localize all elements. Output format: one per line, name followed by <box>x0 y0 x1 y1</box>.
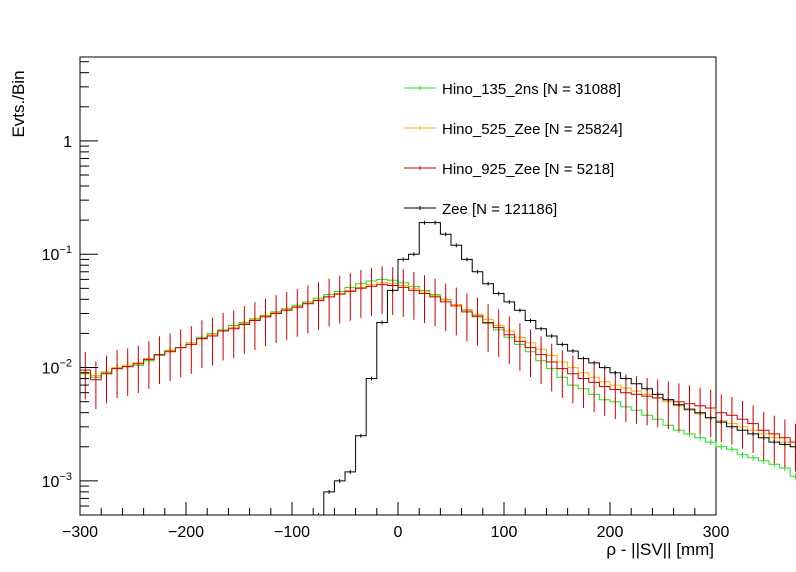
legend-label: Zee [N = 121186] <box>442 201 557 218</box>
legend-label: Hino_525_Zee [N = 25824] <box>442 121 623 138</box>
x-tick-label: 300 <box>703 524 730 541</box>
x-axis-title: ρ - ||SV|| [mm] <box>606 540 714 559</box>
x-tick-label: −100 <box>274 524 310 541</box>
y-axis-title: Evts./Bin <box>9 70 28 137</box>
legend-label: Hino_135_2ns [N = 31088] <box>442 81 621 98</box>
axes-layer: −300 −200 −100 0 100 200 300 10−3 10−2 10−1 1 <box>42 61 730 541</box>
y-tick-label: 10−2 <box>42 358 72 378</box>
legend: Hino_135_2ns [N = 31088] Hino_525_Zee [N … <box>404 81 623 218</box>
series-layer <box>80 220 796 516</box>
x-tick-label: −300 <box>62 524 98 541</box>
legend-label: Hino_925_Zee [N = 5218] <box>442 161 614 178</box>
y-tick-label: 10−1 <box>42 244 72 264</box>
x-tick-label: 200 <box>597 524 624 541</box>
series-line <box>313 222 796 516</box>
y-tick-label: 10−3 <box>42 471 72 491</box>
y-tick-label: 1 <box>63 134 72 151</box>
x-tick-label: −200 <box>168 524 204 541</box>
series-2 <box>80 266 796 472</box>
x-tick-label: 0 <box>394 524 403 541</box>
series-3 <box>313 220 796 516</box>
x-tick-label: 100 <box>491 524 518 541</box>
